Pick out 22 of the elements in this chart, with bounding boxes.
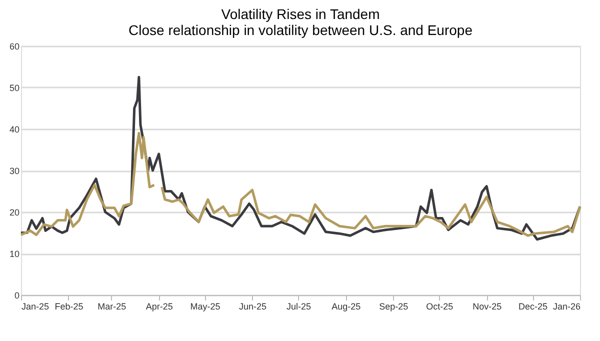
y-tick-label: 40 xyxy=(9,124,20,134)
x-tick-label: Sep-25 xyxy=(379,302,408,312)
y-tick-label: 30 xyxy=(9,166,20,176)
y-tick-label: 20 xyxy=(9,208,20,218)
y-tick-label: 0 xyxy=(14,290,20,300)
x-tick-label: Aug-25 xyxy=(332,302,361,312)
x-tick-label: Jun-25 xyxy=(238,302,267,312)
x-tick-label: Oct-25 xyxy=(426,302,454,312)
x-tick-label: Dec-25 xyxy=(518,302,548,312)
chart-title: Volatility Rises in Tandem xyxy=(221,6,380,22)
x-tick-label: Jan-26 xyxy=(552,302,580,312)
y-tick-label: 50 xyxy=(9,83,20,93)
x-tick-label: Jan-25 xyxy=(22,302,50,312)
y-tick-label: 10 xyxy=(9,249,20,259)
x-tick-label: Mar-25 xyxy=(98,302,126,312)
x-tick-label: Nov-25 xyxy=(472,302,502,312)
x-tick-label: Feb-25 xyxy=(54,302,84,312)
x-tick-label: Jul-25 xyxy=(286,302,311,312)
x-tick-label: May-25 xyxy=(190,302,220,312)
chart-subtitle: Close relationship in volatility between U.S. and Europe xyxy=(128,22,473,38)
y-tick-label: 60 xyxy=(9,42,20,52)
x-tick-label: Apr-25 xyxy=(146,302,173,312)
